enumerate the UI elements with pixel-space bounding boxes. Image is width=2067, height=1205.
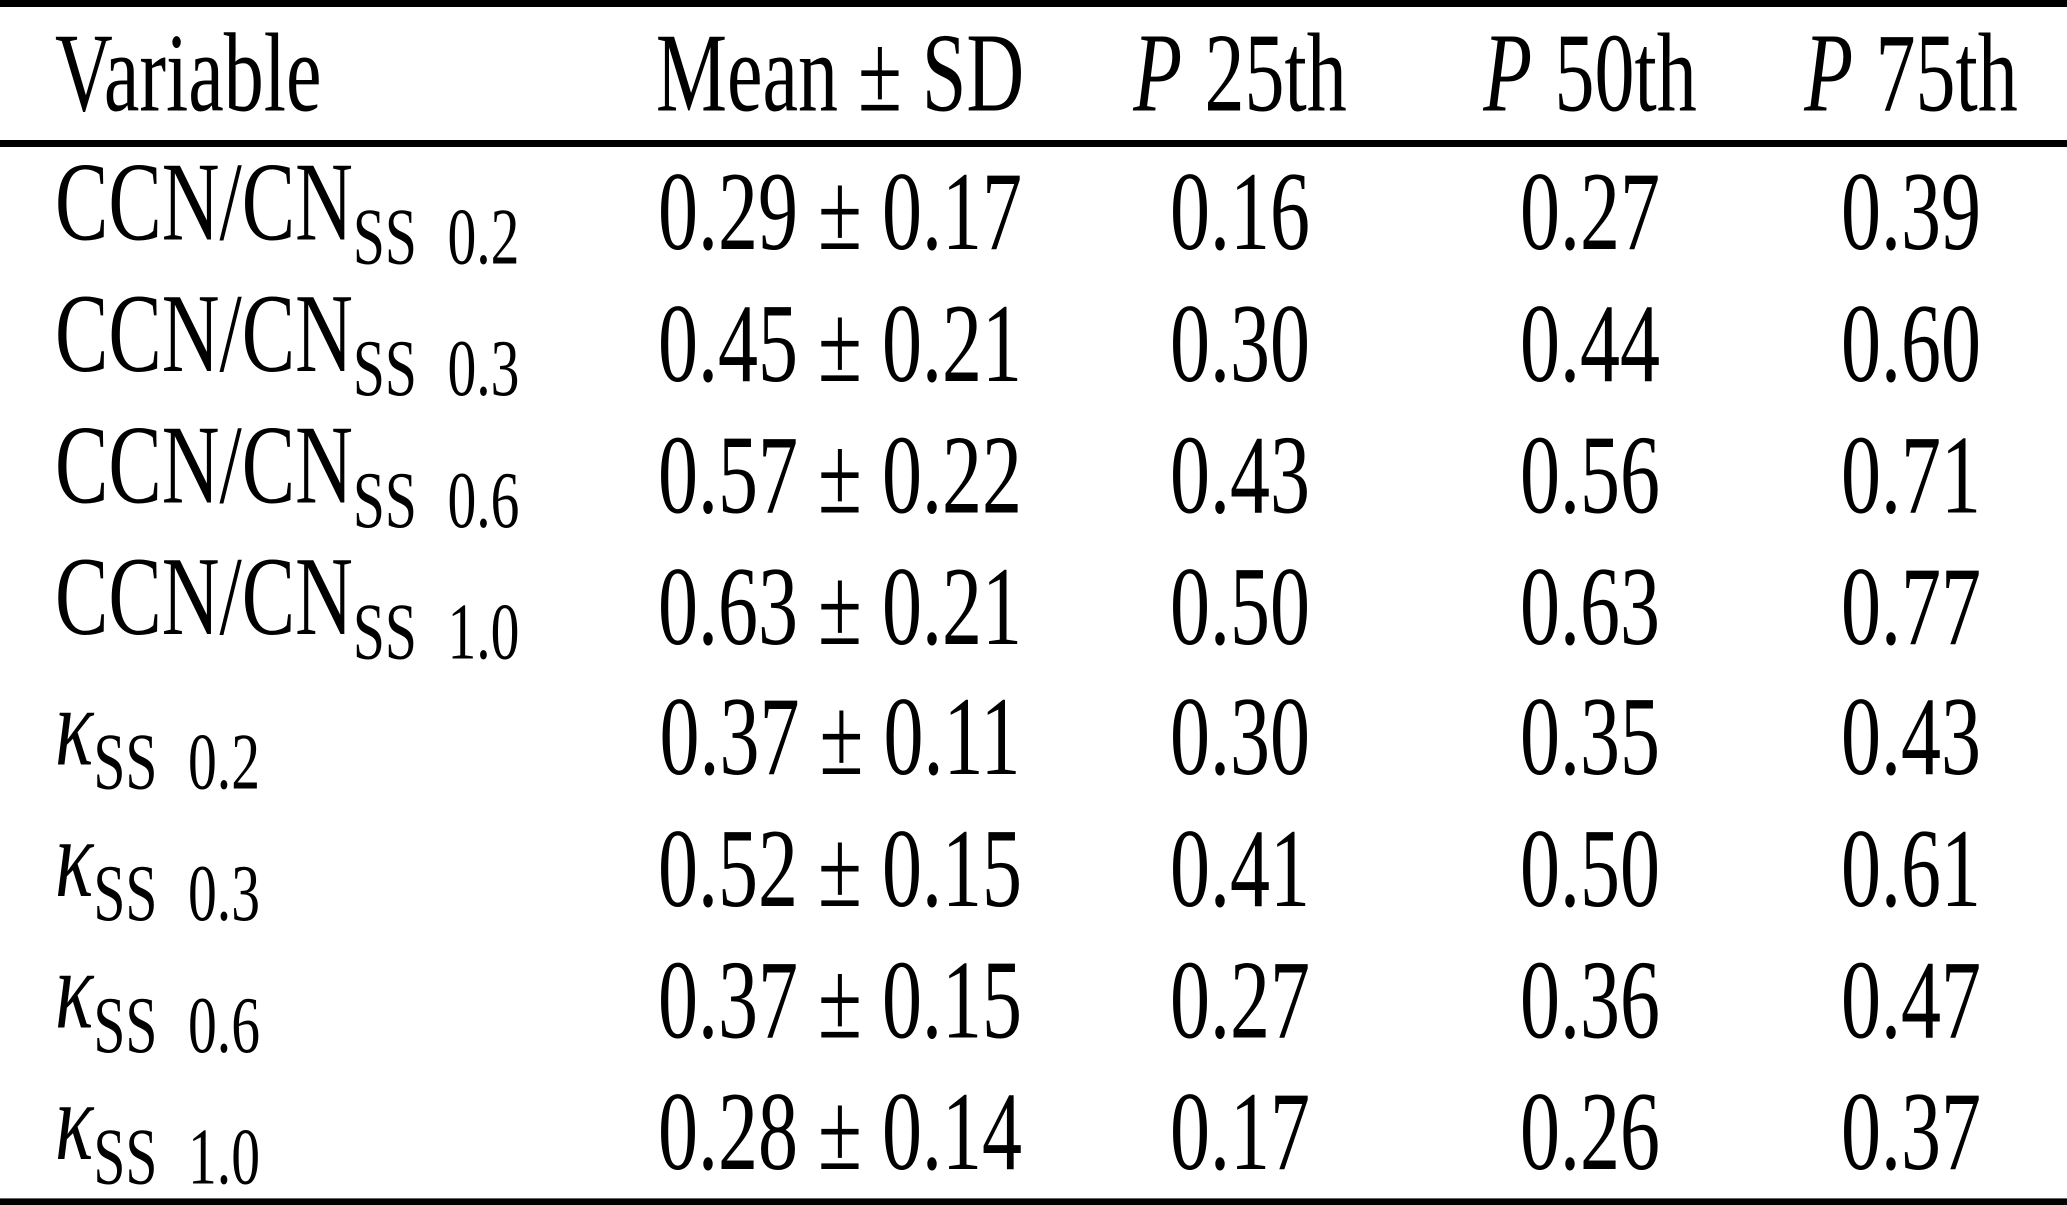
cell-variable: κSS 0.2 [0, 673, 625, 804]
variable-subscript: SS 0.3 [93, 850, 260, 939]
variable-base: CCN/CN [55, 404, 353, 528]
variable-subscript: SS 0.6 [352, 456, 520, 545]
header-variable: Variable [0, 3, 625, 147]
row-kappa-ss-0-3: κSS 0.3 0.52 ± 0.15 0.41 0.50 0.61 [0, 804, 2067, 935]
cell-p75: 0.61 [1841, 808, 1981, 932]
header-mean-sd: Mean ± SD [625, 3, 1055, 147]
header-p50: P 50th [1425, 3, 1755, 147]
cell-variable: CCN/CNSS 0.3 [0, 278, 625, 409]
cell-p75: 0.71 [1841, 413, 1981, 538]
variable-base-kappa: κ [55, 667, 94, 791]
cell-mean-sd: 0.37 ± 0.15 [658, 939, 1022, 1063]
variable-base-kappa: κ [55, 1061, 94, 1185]
cell-variable: κSS 0.3 [0, 804, 625, 935]
p-symbol: P [1483, 11, 1533, 136]
cell-mean-sd: 0.52 ± 0.15 [658, 808, 1022, 932]
variable-base: CCN/CN [55, 535, 353, 659]
cell-p50: 0.35 [1520, 676, 1660, 800]
cell-p50: 0.26 [1520, 1070, 1660, 1195]
cell-variable: κSS 0.6 [0, 935, 625, 1066]
variable-subscript: SS 0.2 [93, 719, 260, 808]
variable-base: CCN/CN [55, 272, 353, 397]
variable-base-kappa: κ [55, 929, 94, 1054]
variable-base: CCN/CN [55, 141, 353, 265]
cell-p75: 0.43 [1841, 676, 1981, 800]
variable-base-kappa: κ [55, 798, 94, 922]
header-p25: P 25th [1055, 3, 1425, 147]
cell-mean-sd: 0.29 ± 0.17 [658, 151, 1022, 275]
cell-p50: 0.44 [1520, 282, 1660, 406]
cell-variable: CCN/CNSS 1.0 [0, 541, 625, 672]
row-ccn-cn-ss-0-2: CCN/CNSS 0.2 0.29 ± 0.17 0.16 0.27 0.39 [0, 144, 2067, 279]
header-p75: P 75th [1755, 3, 2067, 147]
cell-p75: 0.47 [1841, 939, 1981, 1063]
cell-p25: 0.41 [1170, 808, 1310, 932]
p-symbol: P [1133, 11, 1183, 136]
cell-mean-sd: 0.57 ± 0.22 [658, 413, 1022, 538]
cell-p75: 0.60 [1841, 282, 1981, 406]
cell-p75: 0.37 [1841, 1070, 1981, 1195]
cell-variable: CCN/CNSS 0.6 [0, 410, 625, 541]
header-row: Variable Mean ± SD P 25th P 50th P 75th [0, 3, 2067, 147]
variable-subscript: SS 0.3 [352, 324, 520, 414]
cell-p25: 0.16 [1170, 151, 1310, 275]
cell-p25: 0.50 [1170, 545, 1310, 669]
cell-mean-sd: 0.63 ± 0.21 [658, 545, 1022, 669]
p50-label: 50th [1554, 11, 1697, 136]
row-ccn-cn-ss-0-3: CCN/CNSS 0.3 0.45 ± 0.21 0.30 0.44 0.60 [0, 278, 2067, 409]
cell-p25: 0.43 [1170, 413, 1310, 538]
cell-mean-sd: 0.37 ± 0.11 [659, 676, 1021, 800]
p75-label: 75th [1875, 11, 2018, 136]
cell-p25: 0.27 [1170, 939, 1310, 1063]
cell-p50: 0.56 [1520, 413, 1660, 538]
row-kappa-ss-0-6: κSS 0.6 0.37 ± 0.15 0.27 0.36 0.47 [0, 935, 2067, 1066]
cell-p50: 0.27 [1520, 151, 1660, 275]
row-kappa-ss-0-2: κSS 0.2 0.37 ± 0.11 0.30 0.35 0.43 [0, 673, 2067, 804]
cell-variable: CCN/CNSS 0.2 [0, 144, 625, 279]
variable-subscript: SS 1.0 [93, 1113, 260, 1202]
p25-label: 25th [1204, 11, 1347, 136]
variable-subscript: SS 0.6 [93, 981, 260, 1071]
cell-mean-sd: 0.28 ± 0.14 [658, 1070, 1022, 1195]
cell-p25: 0.30 [1170, 282, 1310, 406]
cell-p75: 0.39 [1841, 151, 1981, 275]
cell-p25: 0.30 [1170, 676, 1310, 800]
cell-p50: 0.36 [1520, 939, 1660, 1063]
row-ccn-cn-ss-0-6: CCN/CNSS 0.6 0.57 ± 0.22 0.43 0.56 0.71 [0, 410, 2067, 541]
cell-p50: 0.63 [1520, 545, 1660, 669]
cell-p25: 0.17 [1170, 1070, 1310, 1195]
row-ccn-cn-ss-1-0: CCN/CNSS 1.0 0.63 ± 0.21 0.50 0.63 0.77 [0, 541, 2067, 672]
cell-variable: κSS 1.0 [0, 1067, 625, 1202]
variable-subscript: SS 1.0 [352, 587, 520, 676]
p-symbol: P [1804, 11, 1854, 136]
cell-p50: 0.50 [1520, 808, 1660, 932]
row-kappa-ss-1-0: κSS 1.0 0.28 ± 0.14 0.17 0.26 0.37 [0, 1067, 2067, 1202]
cell-mean-sd: 0.45 ± 0.21 [658, 282, 1022, 406]
cell-p75: 0.77 [1841, 545, 1981, 669]
variable-subscript: SS 0.2 [352, 193, 520, 282]
